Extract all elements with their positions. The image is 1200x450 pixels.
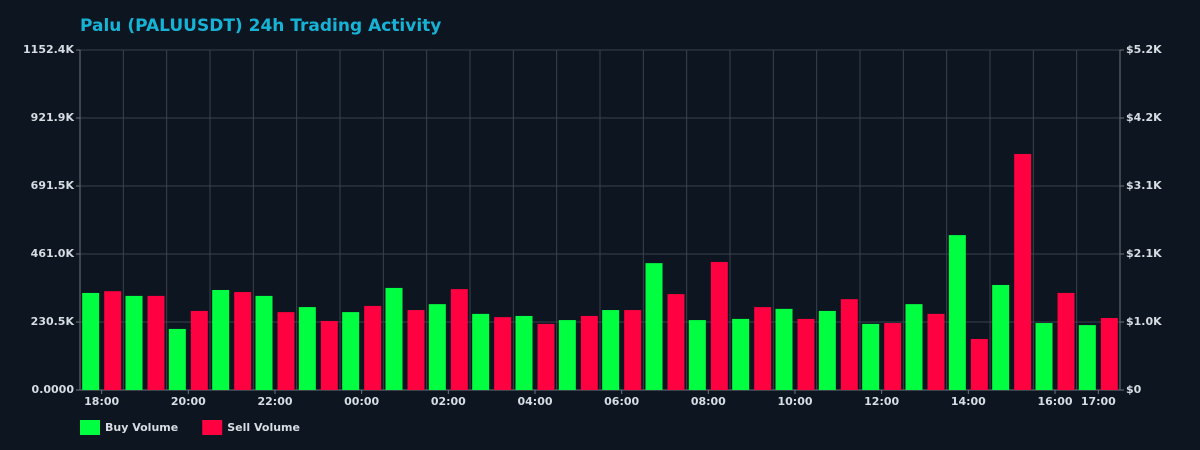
bar	[797, 318, 815, 390]
bar	[342, 312, 360, 390]
y-tick-label: 230.5K	[31, 315, 75, 328]
bar	[905, 304, 923, 390]
x-tick-label: 08:00	[691, 395, 726, 408]
x-tick-label: 12:00	[864, 395, 899, 408]
bar	[515, 315, 533, 390]
bar	[385, 287, 403, 390]
x-tick-label: 06:00	[604, 395, 639, 408]
x-tick-label: 20:00	[171, 395, 206, 408]
bar	[1035, 323, 1053, 390]
bar	[688, 320, 706, 390]
bar	[428, 304, 446, 390]
x-tick-label: 00:00	[344, 395, 379, 408]
bar	[472, 313, 490, 390]
y2-tick-label: $0	[1126, 383, 1142, 396]
legend-label: Buy Volume	[105, 421, 178, 434]
bar	[1014, 153, 1032, 390]
y2-tick-label: $5.2K	[1126, 43, 1162, 56]
bar	[1057, 292, 1075, 390]
legend-label: Sell Volume	[227, 421, 300, 434]
bar	[884, 323, 902, 390]
y2-tick-label: $2.1K	[1126, 247, 1162, 260]
bar	[298, 307, 316, 390]
bar	[992, 284, 1010, 390]
bar	[1100, 318, 1118, 390]
bar	[494, 317, 512, 390]
x-tick-label: 22:00	[257, 395, 292, 408]
bar	[1078, 325, 1096, 390]
legend-swatch	[202, 420, 223, 435]
legend-swatch	[80, 420, 100, 435]
x-tick-label: 10:00	[777, 395, 812, 408]
bar	[645, 263, 663, 390]
bar	[537, 323, 555, 390]
y-tick-label: 921.9K	[31, 111, 75, 124]
y2-tick-label: $3.1K	[1126, 179, 1162, 192]
bar	[168, 328, 186, 390]
y2-tick-label: $1.0K	[1126, 315, 1162, 328]
bar	[840, 299, 858, 390]
bar	[234, 292, 252, 390]
bar	[407, 310, 425, 390]
x-tick-label: 02:00	[431, 395, 466, 408]
x-tick-label: 18:00	[84, 395, 119, 408]
x-tick-label: 17:00	[1081, 395, 1116, 408]
bar	[580, 315, 598, 390]
bar	[927, 313, 945, 390]
x-tick-label: 16:00	[1037, 395, 1072, 408]
bar	[710, 261, 728, 390]
bar	[775, 308, 793, 390]
bar	[732, 318, 750, 390]
y-tick-label: 0.0000	[32, 383, 75, 396]
bar	[450, 289, 468, 390]
bar	[147, 295, 165, 390]
bar	[624, 310, 642, 390]
bar	[754, 307, 772, 390]
bar	[818, 310, 836, 390]
y-tick-label: 461.0K	[31, 247, 75, 260]
bar	[104, 291, 122, 390]
x-tick-label: 14:00	[951, 395, 986, 408]
bar	[667, 294, 685, 390]
y-tick-label: 691.5K	[31, 179, 75, 192]
x-tick-label: 04:00	[517, 395, 552, 408]
bar	[862, 323, 880, 390]
bar	[277, 312, 295, 390]
bar	[970, 338, 988, 390]
bar	[255, 295, 273, 390]
y2-tick-label: $4.2K	[1126, 111, 1162, 124]
y-tick-label: 1152.4K	[23, 43, 74, 56]
bar	[364, 305, 382, 390]
bar	[212, 289, 230, 390]
bar	[558, 320, 576, 390]
bar	[948, 235, 966, 390]
bar	[82, 292, 100, 390]
bar	[125, 295, 143, 390]
bar	[602, 310, 620, 390]
bar	[320, 320, 338, 390]
bar	[190, 310, 208, 390]
chart-title: Palu (PALUUSDT) 24h Trading Activity	[80, 16, 441, 36]
